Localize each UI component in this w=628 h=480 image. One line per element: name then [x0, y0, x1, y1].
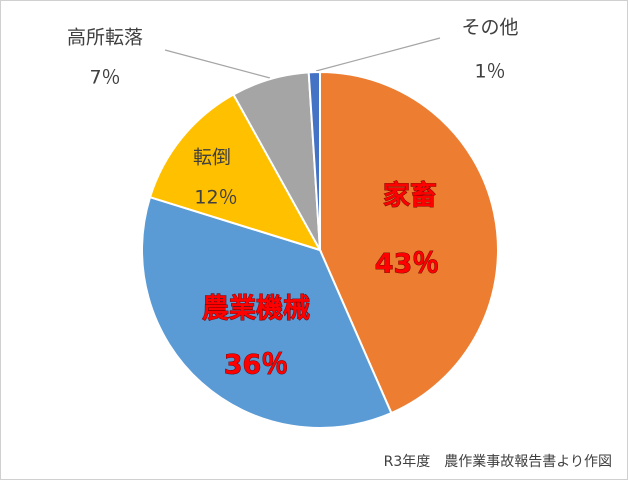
value-label: 1％	[474, 61, 505, 83]
slice-label: その他	[461, 17, 518, 39]
pie-slice	[319, 70, 499, 415]
leader-line	[164, 49, 271, 79]
slice-label: 高所転落	[67, 27, 143, 49]
pie-slice	[141, 195, 393, 429]
leader-line	[315, 37, 441, 72]
slice-label: 農業機械	[202, 294, 310, 325]
source-note: R3年度 農作業事故報告書より作図	[384, 454, 612, 470]
value-label: 12％	[194, 187, 237, 209]
value-label: 43％	[375, 249, 440, 280]
value-label: 7％	[89, 67, 120, 89]
pie-slice	[148, 93, 323, 252]
pie	[141, 70, 499, 429]
value-label: 36％	[224, 350, 289, 381]
pie-slice	[307, 70, 321, 251]
slice-label: 転倒	[193, 147, 231, 169]
slice-label: 家畜	[383, 180, 437, 212]
